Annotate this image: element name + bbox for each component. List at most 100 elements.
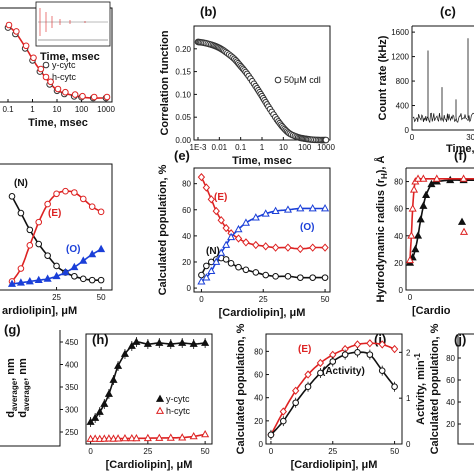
panel-i-point-activity xyxy=(292,399,299,407)
panel-h-point-0 xyxy=(143,339,152,347)
panel-h-point-0 xyxy=(86,417,95,425)
panel-f-point-0 xyxy=(413,231,423,239)
panel-j-label: (j) xyxy=(454,332,466,347)
panel-d-point-0 xyxy=(71,272,78,280)
panel-e-point-0 xyxy=(212,206,220,216)
panel-a-point-h-cytc xyxy=(37,65,45,73)
panel-d-point-2 xyxy=(7,279,17,287)
panel-d-point-0 xyxy=(79,275,87,283)
panel-h-point-1 xyxy=(127,433,136,442)
panel-e-point-2 xyxy=(241,218,250,226)
panel-h-point-0 xyxy=(201,338,210,346)
panel-h-point-1 xyxy=(178,433,187,441)
panel-a-xtick-label: 1000 xyxy=(97,105,115,114)
panel-h-legend-label: h-cytc xyxy=(166,406,191,416)
panel-a-point-h-cytc xyxy=(62,88,69,96)
panel-a-legend-label: h-cytc xyxy=(52,72,77,82)
panel-d-annotation-e: (E) xyxy=(48,208,61,219)
panel-h-point-1 xyxy=(120,433,129,442)
panel-a-point-h-cytc xyxy=(71,91,79,98)
panel-f-point-1 xyxy=(419,174,428,182)
panel-b-xtick-label: 1E-3 xyxy=(190,143,207,152)
panel-i-point-e xyxy=(378,340,386,349)
panel-i-xlabel: [Cardiolipin], μM xyxy=(291,459,378,471)
panel-h-xtick-label: 50 xyxy=(201,447,210,456)
panel-b-xtick-label: 0.1 xyxy=(235,143,247,152)
panel-d-point-2 xyxy=(88,249,97,258)
panel-d-point-0 xyxy=(44,252,51,259)
panel-i-xtick-label: 25 xyxy=(328,447,337,456)
panel-e-point-2 xyxy=(197,277,206,285)
panel-e-point-2 xyxy=(212,257,221,265)
panel-h-point-0 xyxy=(114,361,123,369)
panel-e-point-1 xyxy=(227,259,235,267)
panel-h-point-0 xyxy=(95,407,104,415)
panel-i-y2tick-label: 2 xyxy=(406,348,411,357)
panel-g-ylabel-green: daverage, nm xyxy=(5,358,19,418)
panel-e-point-0 xyxy=(222,223,230,233)
panel-e-point-1 xyxy=(242,266,250,274)
panel-i-point-activity xyxy=(378,367,386,374)
panel-d-point-0 xyxy=(35,240,43,248)
panel-d-point-2 xyxy=(70,262,79,271)
panel-h: (h) 0 25 50 [Cardiolipin], μM y-cytc h-cytc xyxy=(85,332,213,471)
panel-f-point-0 xyxy=(427,179,436,188)
panel-e-point-0 xyxy=(234,234,243,243)
panel-e-point-1 xyxy=(198,271,205,279)
panel-d-xtick-label: 25 xyxy=(52,293,61,302)
panel-g-frame xyxy=(0,330,61,447)
panel-i-point-e xyxy=(292,386,300,395)
panel-d-annotation-n: (N) xyxy=(14,178,28,189)
panel-e-point-1 xyxy=(262,271,270,279)
panel-e-point-2 xyxy=(271,206,280,214)
panel-e-point-1 xyxy=(235,263,242,271)
panel-i-annotation-e: (E) xyxy=(298,344,311,355)
panel-h-point-0 xyxy=(100,399,109,407)
panel-d-point-2 xyxy=(34,275,43,284)
panel-e-point-0 xyxy=(242,238,250,247)
panel-d-point-2 xyxy=(16,278,25,286)
panel-f-ytick-label: 60 xyxy=(394,205,403,214)
panel-b-xtick-label: 0.01 xyxy=(212,143,228,152)
panel-h-point-1 xyxy=(104,434,113,442)
panel-j-ytick-label: 80 xyxy=(446,354,455,363)
panel-e-point-1 xyxy=(222,256,230,263)
panel-h-point-1 xyxy=(132,433,141,442)
panel-d-xlabel: ardiolipin], μM xyxy=(2,305,77,317)
panel-e-ytick-label: 60 xyxy=(182,206,191,215)
panel-f-point-0 xyxy=(419,201,428,209)
panel-a-point-h-cytc xyxy=(90,93,98,101)
panel-f-point-0 xyxy=(411,244,420,253)
panel-e-point-0 xyxy=(271,243,280,252)
panel-e-point-2 xyxy=(227,232,236,241)
panel-e-point-1 xyxy=(284,273,292,280)
panel-e-point-2 xyxy=(296,204,305,212)
panel-i-point-activity xyxy=(341,351,349,358)
panel-a-point-h-cytc xyxy=(103,93,111,101)
panel-e-point-2 xyxy=(321,204,330,212)
panel-d-point-1 xyxy=(26,242,34,249)
panel-a-inset-xlabel: Time, msec xyxy=(40,51,100,63)
panel-g-ytick-label: 400 xyxy=(65,361,79,370)
panel-a-point-h-cytc xyxy=(5,21,13,29)
panel-f-label: (f) xyxy=(454,148,467,163)
panel-c-xtick-label: 30 xyxy=(466,133,474,142)
panel-d-frame xyxy=(0,163,113,291)
panel-b-ytick-label: 0.20 xyxy=(175,45,191,54)
panel-h-point-1 xyxy=(114,434,123,442)
panel-e-frame xyxy=(193,167,331,293)
panel-e-point-1 xyxy=(252,269,260,276)
panel-e-point-0 xyxy=(296,244,304,254)
panel-f-ytick-label: 0 xyxy=(399,286,404,295)
panel-e-xtick-label: 25 xyxy=(259,295,268,304)
panel-g-ytick-label: 450 xyxy=(65,338,79,347)
panel-i-point-activity xyxy=(304,383,312,391)
panel-h-point-1 xyxy=(201,429,210,438)
panel-j-ytick-label: 20 xyxy=(446,420,455,429)
panel-d-point-1 xyxy=(17,265,25,272)
panel-j-ytick-label: 60 xyxy=(446,376,455,385)
panel-c-trace xyxy=(412,112,474,124)
